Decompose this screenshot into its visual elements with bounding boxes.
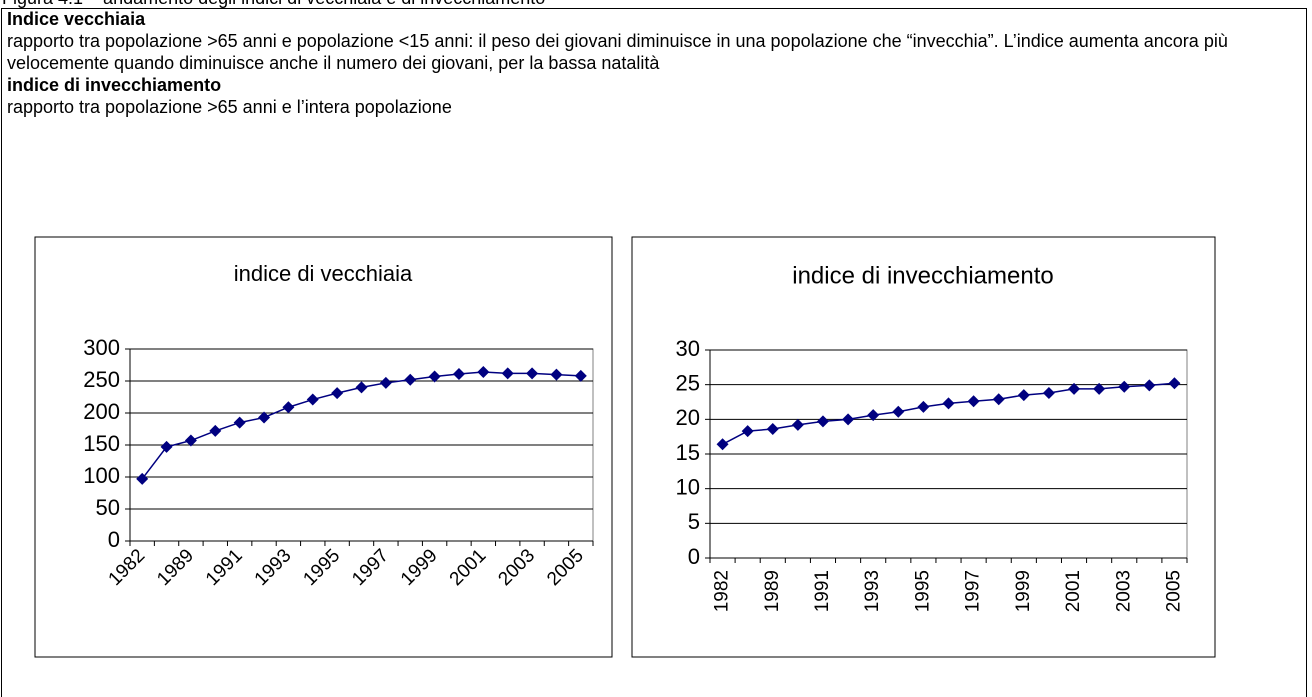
section-text: rapporto tra popolazione >65 anni e l’in… <box>7 97 452 117</box>
point-marker <box>404 373 417 386</box>
y-tick-label: 15 <box>676 440 700 465</box>
text-block: Indice vecchiaia rapporto tra popolazion… <box>7 8 1299 118</box>
point-marker <box>501 367 514 380</box>
point-marker <box>791 418 804 431</box>
chart-box <box>631 236 1216 658</box>
y-tick-label: 50 <box>96 495 120 520</box>
point-marker <box>942 397 955 410</box>
figure-title: Figura 4.1 – andamento degli indici di v… <box>2 0 545 9</box>
point-marker <box>1168 377 1181 390</box>
point-marker <box>1068 382 1081 395</box>
point-marker <box>967 395 980 408</box>
x-tick-label: 1995 <box>912 570 933 612</box>
chart-title: indice di invecchiamento <box>792 262 1053 289</box>
point-marker <box>355 381 368 394</box>
y-tick-label: 10 <box>676 474 700 499</box>
point-marker <box>306 393 319 406</box>
x-tick-label: 1993 <box>862 570 883 612</box>
point-marker <box>477 366 490 379</box>
section-heading: indice di invecchiamento <box>7 75 222 95</box>
y-tick-label: 150 <box>83 431 120 456</box>
x-tick-label: 2005 <box>1163 570 1184 612</box>
point-marker <box>258 411 271 424</box>
point-marker <box>842 413 855 426</box>
point-marker <box>816 415 829 428</box>
point-marker <box>379 376 392 389</box>
point-marker <box>233 416 246 429</box>
y-tick-label: 0 <box>108 527 120 552</box>
point-marker <box>1118 380 1131 393</box>
y-tick-label: 0 <box>688 544 700 569</box>
point-marker <box>1143 379 1156 392</box>
point-marker <box>282 401 295 414</box>
point-marker <box>716 438 729 451</box>
point-marker <box>550 368 563 381</box>
point-marker <box>452 367 465 380</box>
point-marker <box>1017 389 1030 402</box>
point-marker <box>574 369 587 382</box>
point-marker <box>892 405 905 418</box>
point-marker <box>160 440 173 453</box>
point-marker <box>209 424 222 437</box>
point-marker <box>136 472 149 485</box>
point-marker <box>766 423 779 436</box>
y-tick-label: 5 <box>688 509 700 534</box>
point-marker <box>428 370 441 383</box>
section-heading: Indice vecchiaia <box>7 9 146 29</box>
point-marker <box>331 387 344 400</box>
point-marker <box>992 393 1005 406</box>
point-marker <box>741 425 754 438</box>
point-marker <box>526 367 539 380</box>
y-tick-label: 30 <box>676 336 700 361</box>
frame <box>1 8 1307 697</box>
y-tick-label: 25 <box>676 370 700 395</box>
x-tick-label: 1999 <box>1013 570 1034 612</box>
x-tick-label: 1989 <box>762 570 783 612</box>
chart-title: indice di vecchiaia <box>234 261 413 286</box>
point-marker <box>1042 386 1055 399</box>
point-marker <box>917 400 930 413</box>
y-tick-label: 300 <box>83 335 120 360</box>
section-text: rapporto tra popolazione >65 anni e popo… <box>7 31 1228 73</box>
y-tick-label: 200 <box>83 399 120 424</box>
x-tick-label: 2003 <box>1113 570 1134 612</box>
x-tick-label: 2001 <box>1063 570 1084 612</box>
point-marker <box>867 409 880 422</box>
y-tick-label: 20 <box>676 405 700 430</box>
x-tick-label: 1997 <box>963 570 984 612</box>
chart-box <box>34 236 613 658</box>
y-tick-label: 250 <box>83 367 120 392</box>
point-marker <box>1093 382 1106 395</box>
x-tick-label: 1982 <box>712 570 733 612</box>
y-tick-label: 100 <box>83 463 120 488</box>
point-marker <box>184 434 197 447</box>
x-tick-label: 1991 <box>812 570 833 612</box>
